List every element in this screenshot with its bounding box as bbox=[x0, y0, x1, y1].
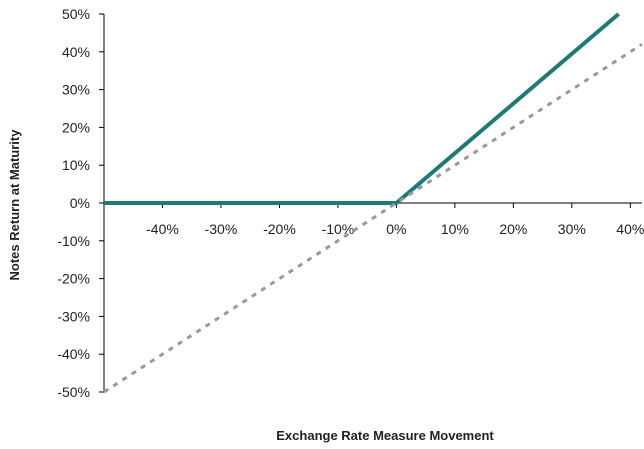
x-tick-label: -30% bbox=[205, 221, 238, 237]
x-tick-label: 40% bbox=[616, 221, 644, 237]
y-axis-title: Notes Return at Maturity bbox=[7, 129, 22, 281]
x-tick-label: 30% bbox=[558, 221, 586, 237]
y-tick-label: 40% bbox=[62, 44, 90, 60]
y-tick-label: 0% bbox=[70, 195, 90, 211]
x-axis-ticks: -40% -30% -20% -10% 0% 10% 20% 30% 40% bbox=[146, 203, 644, 237]
y-tick-label: -20% bbox=[57, 271, 90, 287]
y-axis-ticks: 50% 40% 30% 20% 10% 0% -10% -20% -30% -40% -50% bbox=[57, 6, 104, 400]
series-line-dashed bbox=[103, 42, 643, 394]
x-tick-label: -40% bbox=[146, 221, 179, 237]
x-axis-title: Exchange Rate Measure Movement bbox=[276, 428, 494, 443]
x-tick-label: 0% bbox=[386, 221, 406, 237]
x-tick-label: 20% bbox=[499, 221, 527, 237]
y-tick-label: -40% bbox=[57, 346, 90, 362]
x-tick-label: 10% bbox=[441, 221, 469, 237]
y-tick-label: -30% bbox=[57, 308, 90, 324]
y-tick-label: 20% bbox=[62, 119, 90, 135]
y-tick-label: -10% bbox=[57, 233, 90, 249]
y-tick-label: 10% bbox=[62, 157, 90, 173]
x-tick-label: -20% bbox=[263, 221, 296, 237]
x-tick-label: -10% bbox=[322, 221, 355, 237]
series-line-solid bbox=[104, 12, 620, 205]
series-layer bbox=[103, 12, 643, 394]
y-tick-label: -50% bbox=[57, 384, 90, 400]
y-tick-label: 30% bbox=[62, 82, 90, 98]
y-tick-label: 50% bbox=[62, 6, 90, 22]
